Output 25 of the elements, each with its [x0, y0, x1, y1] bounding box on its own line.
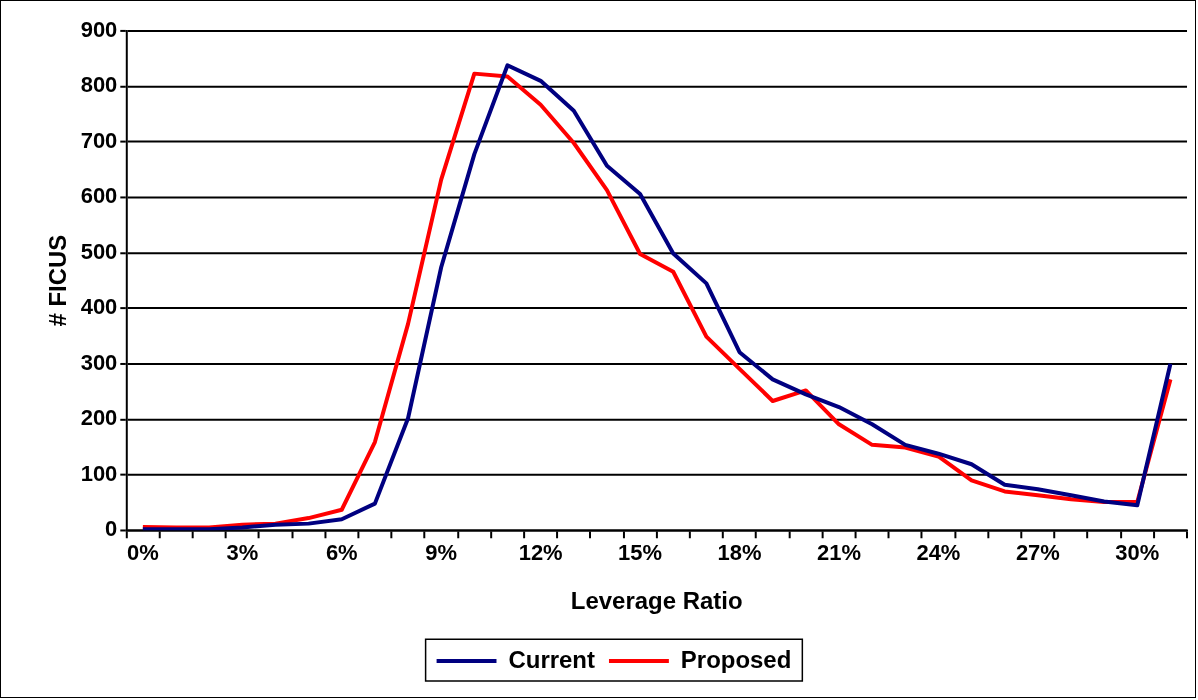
x-tick-label: 24%	[916, 540, 961, 566]
x-tick-label: 27%	[1015, 540, 1060, 566]
x-tick-label: 0%	[127, 540, 159, 566]
y-tick-label: 400	[80, 294, 118, 320]
legend-label: Proposed	[680, 645, 792, 673]
legend-label: Current	[508, 645, 595, 673]
x-tick-label: 15%	[618, 540, 663, 566]
x-tick-label: 30%	[1115, 540, 1160, 566]
y-tick-label: 300	[80, 349, 118, 375]
x-tick-label: 18%	[717, 540, 762, 566]
y-axis-title: # FICUS	[43, 234, 71, 327]
y-tick-label: 900	[80, 16, 118, 42]
y-tick-label: 500	[80, 238, 118, 264]
x-tick-label: 6%	[325, 540, 358, 566]
y-tick-label: 200	[80, 405, 118, 431]
y-tick-label: 0	[105, 516, 118, 542]
y-tick-label: 100	[80, 460, 118, 486]
x-tick-label: 12%	[518, 540, 563, 566]
y-tick-label: 600	[80, 183, 118, 209]
x-tick-label: 21%	[816, 540, 861, 566]
x-tick-label: 3%	[226, 540, 259, 566]
y-tick-label: 800	[80, 72, 118, 98]
x-tick-label: 9%	[425, 540, 458, 566]
y-tick-label: 700	[80, 127, 118, 153]
x-axis-title: Leverage Ratio	[570, 587, 743, 615]
